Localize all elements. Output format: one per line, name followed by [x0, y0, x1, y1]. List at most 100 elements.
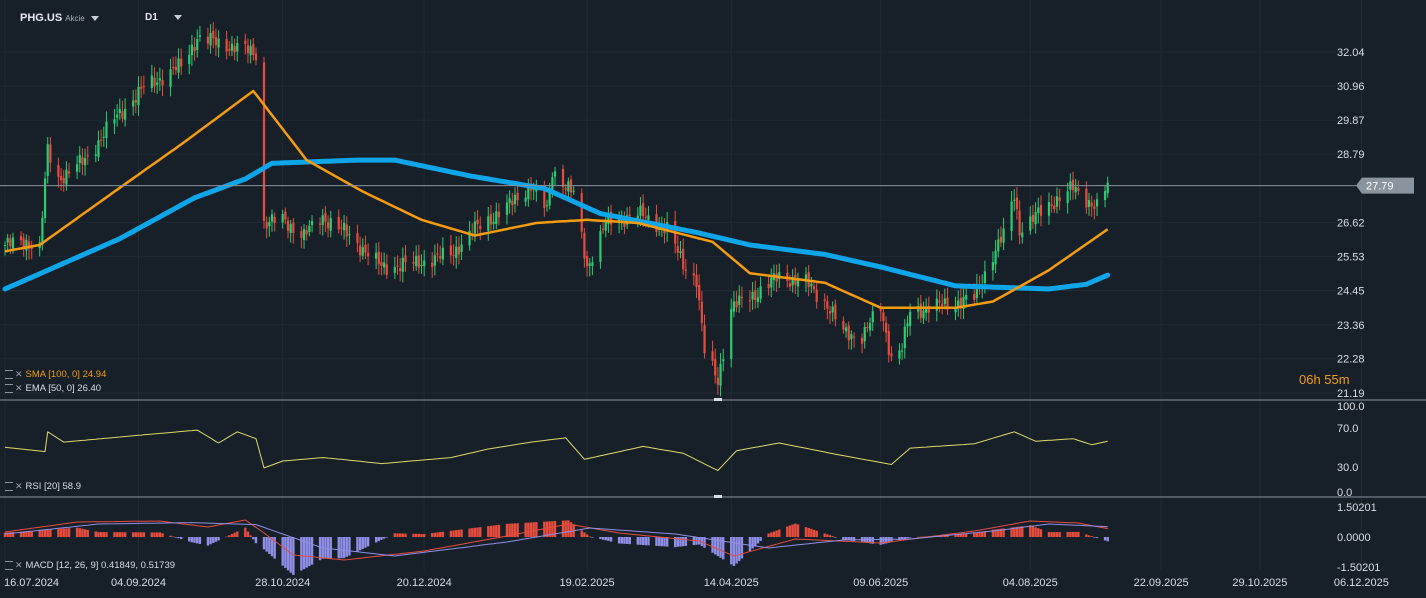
candle-body	[585, 256, 589, 267]
macd-bar	[1010, 527, 1013, 537]
signal-line	[4, 522, 1108, 557]
timeframe-selector[interactable]: D1	[145, 12, 182, 23]
candle-body	[852, 336, 856, 338]
macd-bar	[623, 537, 626, 544]
close-icon[interactable]: ✕	[15, 481, 23, 491]
candle-body	[714, 359, 717, 376]
macd-bar	[265, 537, 268, 552]
legend-macd[interactable]: ✕ MACD [12, 26, 9] 0.41849, 0.51739	[5, 560, 175, 571]
candle-body	[102, 136, 105, 138]
candle-body	[975, 284, 978, 298]
candle-body	[158, 78, 161, 81]
candle-body	[380, 262, 383, 267]
macd-bar	[366, 537, 370, 547]
candle-body	[489, 214, 493, 225]
macd-bar	[1066, 531, 1069, 537]
candle-body	[748, 300, 752, 302]
macd-bar	[62, 528, 65, 537]
candle-body	[383, 262, 386, 268]
legend-ema[interactable]: ✕ SMA [100, 0] 24.94	[5, 369, 106, 380]
date-axis-label: 20.12.2024	[397, 577, 452, 589]
macd-bar	[788, 525, 792, 537]
macd-bar	[196, 537, 199, 544]
candle-body	[65, 169, 68, 185]
macd-bar	[823, 533, 826, 537]
macd-bar	[158, 532, 162, 537]
chevron-down-icon	[173, 14, 182, 20]
candle-body	[441, 247, 444, 260]
candle-body	[188, 54, 191, 65]
candle-body	[473, 221, 477, 234]
macd-bar	[452, 530, 455, 537]
macd-bar	[794, 523, 797, 537]
macd-bar	[83, 529, 87, 537]
candle-body	[281, 213, 284, 223]
candle-body	[698, 284, 701, 301]
macd-bar	[417, 533, 421, 537]
macd-bar	[441, 531, 445, 537]
macd-bar	[965, 533, 968, 537]
settings-icon[interactable]	[5, 481, 13, 491]
macd-bar	[1069, 531, 1072, 537]
candle-body	[495, 211, 498, 225]
macd-bar	[508, 523, 511, 537]
settings-icon[interactable]	[5, 369, 13, 379]
macd-bar	[567, 520, 570, 537]
macd-bar	[489, 525, 493, 537]
candle-body	[94, 154, 97, 156]
candle-body	[457, 246, 460, 255]
candle-body	[105, 121, 108, 138]
current-price-label: 27.79	[1366, 181, 1394, 193]
macd-bar	[153, 532, 156, 537]
macd-bar	[796, 524, 800, 537]
candle-body	[449, 245, 452, 256]
macd-bar	[791, 524, 794, 537]
candle-body	[1085, 188, 1088, 208]
macd-bar	[254, 537, 258, 544]
price-axis-label: 26.62	[1337, 217, 1365, 229]
close-icon[interactable]: ✕	[15, 560, 23, 570]
macd-bar	[457, 529, 461, 537]
candle-body	[607, 213, 610, 224]
macd-bar	[561, 520, 565, 537]
date-axis-label: 16.07.2024	[4, 577, 59, 589]
legend-rsi[interactable]: ✕ RSI [20] 58.9	[5, 481, 81, 492]
macd-bar	[738, 537, 741, 561]
settings-icon[interactable]	[5, 383, 13, 393]
macd-bar	[532, 522, 535, 537]
candle-body	[385, 264, 388, 275]
macd-bar	[300, 537, 303, 571]
candle-body	[300, 231, 303, 239]
candle-body	[599, 230, 602, 262]
candle-body	[983, 271, 986, 283]
candle-body	[997, 239, 1000, 252]
macd-bar	[655, 537, 658, 546]
candle-body	[230, 43, 234, 51]
close-icon[interactable]: ✕	[15, 369, 23, 379]
candle-body	[329, 218, 332, 231]
macd-bar	[27, 530, 31, 537]
legend-sma[interactable]: ✕ EMA [50, 0] 26.40	[5, 383, 101, 394]
macd-bar	[748, 537, 752, 551]
settings-icon[interactable]	[5, 560, 13, 570]
candle-body	[946, 297, 949, 310]
candle-body	[730, 309, 733, 360]
macd-bar	[583, 532, 586, 537]
macd-bar	[756, 537, 760, 544]
instrument-type-label: Akcie	[65, 14, 85, 23]
macd-bar	[978, 532, 981, 537]
macd-bar	[628, 537, 631, 545]
chevron-down-icon	[90, 15, 99, 21]
close-icon[interactable]: ✕	[15, 383, 23, 393]
candle-body	[487, 216, 490, 231]
symbol-selector[interactable]: PHG.US Akcie	[20, 12, 99, 24]
candle-body	[30, 246, 33, 249]
macd-bar	[647, 537, 650, 546]
macd-bar	[479, 527, 482, 537]
rsi-legend-label: RSI [20] 58.9	[25, 481, 81, 492]
macd-bar	[770, 532, 773, 537]
macd-bar	[431, 533, 434, 537]
candle-body	[121, 111, 124, 119]
macd-bar	[377, 537, 380, 542]
